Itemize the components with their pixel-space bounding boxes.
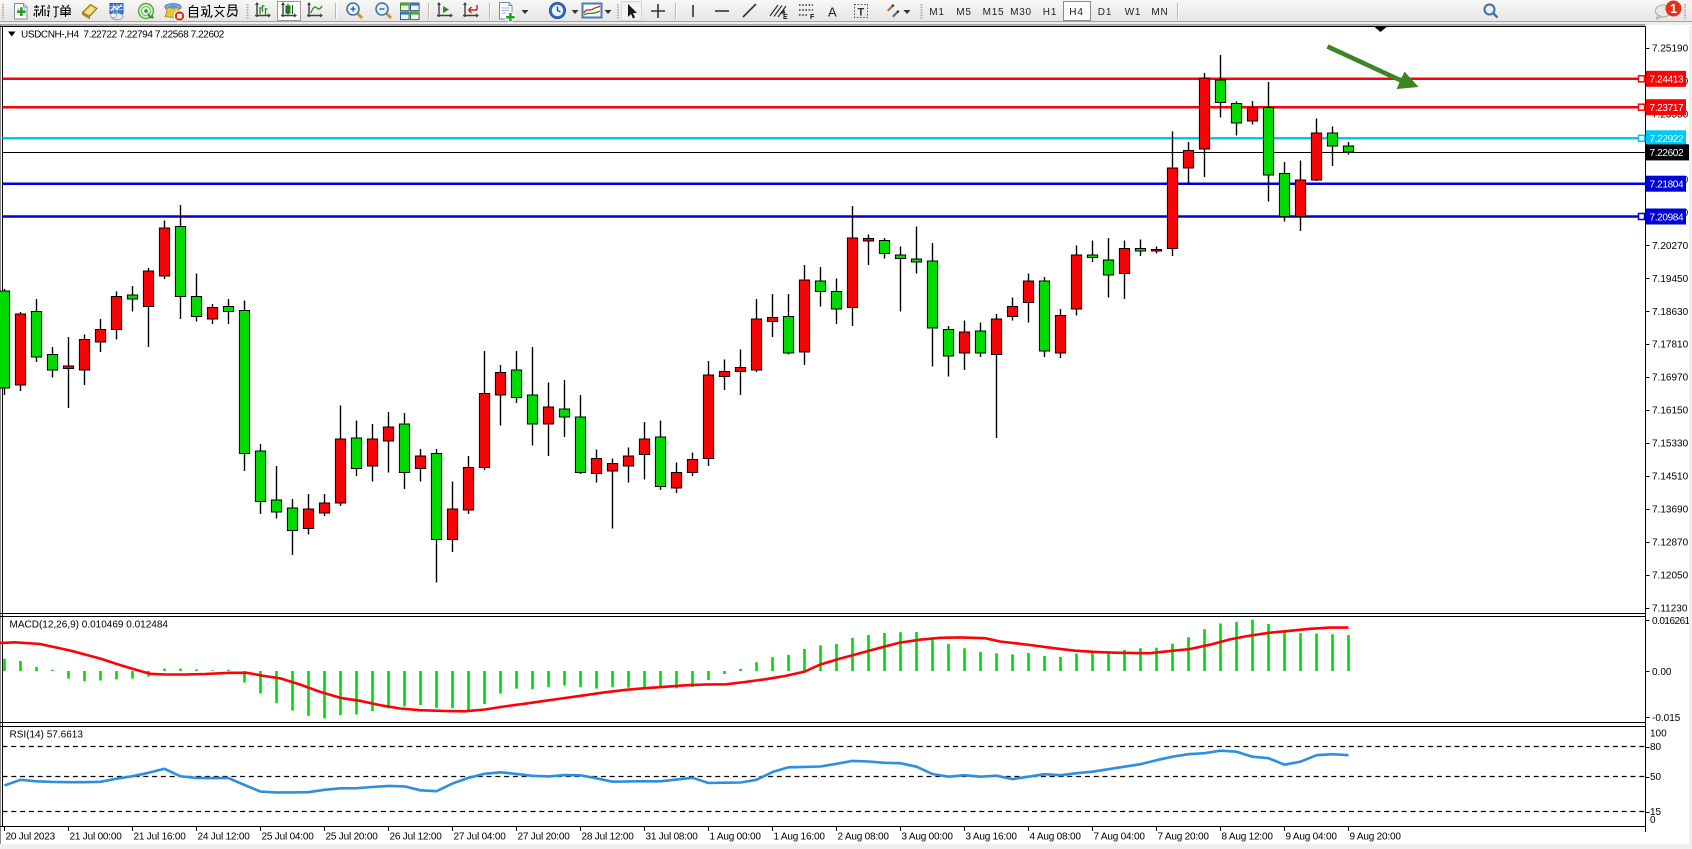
svg-text:7.18630: 7.18630 <box>1652 307 1689 318</box>
svg-text:M30: M30 <box>1010 7 1032 18</box>
svg-text:7 Aug 04:00: 7 Aug 04:00 <box>1094 832 1146 843</box>
svg-text:7.22922: 7.22922 <box>1650 134 1684 145</box>
svg-text:26 Jul 12:00: 26 Jul 12:00 <box>390 832 443 843</box>
svg-text:H4: H4 <box>1069 7 1083 18</box>
svg-text:0.016261: 0.016261 <box>1652 616 1691 627</box>
svg-text:D1: D1 <box>1098 7 1112 18</box>
svg-text:7.22602: 7.22602 <box>1650 148 1684 159</box>
svg-text:3 Aug 16:00: 3 Aug 16:00 <box>966 832 1018 843</box>
svg-text:1: 1 <box>1670 2 1677 16</box>
svg-text:21 Jul 00:00: 21 Jul 00:00 <box>70 832 123 843</box>
svg-text:T: T <box>858 7 865 19</box>
svg-text:F: F <box>810 14 815 21</box>
svg-text:7.16970: 7.16970 <box>1652 373 1689 384</box>
svg-text:7.20270: 7.20270 <box>1652 241 1689 252</box>
svg-text:27 Jul 04:00: 27 Jul 04:00 <box>454 832 507 843</box>
svg-text:0.00: 0.00 <box>1652 667 1672 678</box>
svg-text:20 Jul 2023: 20 Jul 2023 <box>6 832 56 843</box>
svg-text:80: 80 <box>1650 742 1662 753</box>
svg-text:31 Jul 08:00: 31 Jul 08:00 <box>646 832 699 843</box>
svg-text:7.12050: 7.12050 <box>1652 571 1689 582</box>
svg-text:9 Aug 04:00: 9 Aug 04:00 <box>1286 832 1338 843</box>
svg-text:7.19450: 7.19450 <box>1652 274 1689 285</box>
svg-text:7.11230: 7.11230 <box>1652 604 1688 615</box>
svg-text:7.13690: 7.13690 <box>1652 505 1689 516</box>
svg-text:28 Jul 12:00: 28 Jul 12:00 <box>582 832 635 843</box>
svg-text:W1: W1 <box>1125 7 1142 18</box>
svg-text:-0.015: -0.015 <box>1652 713 1681 724</box>
svg-text:M5: M5 <box>956 7 972 18</box>
svg-text:2 Aug 08:00: 2 Aug 08:00 <box>838 832 890 843</box>
svg-text:8 Aug 12:00: 8 Aug 12:00 <box>1222 832 1274 843</box>
svg-text:27 Jul 20:00: 27 Jul 20:00 <box>518 832 571 843</box>
svg-text:0: 0 <box>1650 815 1656 826</box>
svg-text:A: A <box>828 5 837 20</box>
svg-text:7.16150: 7.16150 <box>1652 406 1689 417</box>
svg-text:7 Aug 20:00: 7 Aug 20:00 <box>1158 832 1210 843</box>
svg-text:7.21804: 7.21804 <box>1650 180 1684 191</box>
svg-text:7.12870: 7.12870 <box>1652 538 1689 549</box>
svg-text:USDCNH-,H4 7.22722 7.22794 7.: USDCNH-,H4 7.22722 7.22794 7.22568 7.226… <box>21 29 225 40</box>
svg-text:H1: H1 <box>1043 7 1057 18</box>
svg-text:3 Aug 00:00: 3 Aug 00:00 <box>902 832 954 843</box>
svg-text:MN: MN <box>1151 7 1168 18</box>
svg-text:RSI(14) 57.6613: RSI(14) 57.6613 <box>10 730 84 741</box>
svg-text:7.24413: 7.24413 <box>1650 75 1684 86</box>
svg-text:21 Jul 16:00: 21 Jul 16:00 <box>134 832 187 843</box>
svg-text:E: E <box>783 14 788 21</box>
svg-text:1 Aug 16:00: 1 Aug 16:00 <box>774 832 826 843</box>
svg-text:M15: M15 <box>983 7 1005 18</box>
svg-text:7.23717: 7.23717 <box>1650 103 1684 114</box>
svg-text:7.14510: 7.14510 <box>1652 472 1689 483</box>
svg-text:25 Jul 04:00: 25 Jul 04:00 <box>262 832 315 843</box>
svg-text:9 Aug 20:00: 9 Aug 20:00 <box>1350 832 1402 843</box>
svg-text:15: 15 <box>1650 807 1662 818</box>
svg-text:7.25190: 7.25190 <box>1652 44 1689 55</box>
svg-text:M1: M1 <box>929 7 945 18</box>
svg-text:7.20984: 7.20984 <box>1650 212 1684 223</box>
svg-text:7.17810: 7.17810 <box>1652 340 1689 351</box>
svg-text:MACD(12,26,9) 0.010469 0.01248: MACD(12,26,9) 0.010469 0.012484 <box>10 620 169 631</box>
svg-text:1 Aug 00:00: 1 Aug 00:00 <box>710 832 762 843</box>
svg-text:50: 50 <box>1650 772 1662 783</box>
svg-text:24 Jul 12:00: 24 Jul 12:00 <box>198 832 251 843</box>
svg-text:7.15330: 7.15330 <box>1652 439 1689 450</box>
svg-text:25 Jul 20:00: 25 Jul 20:00 <box>326 832 379 843</box>
svg-text:4 Aug 08:00: 4 Aug 08:00 <box>1030 832 1082 843</box>
svg-text:100: 100 <box>1650 729 1667 740</box>
